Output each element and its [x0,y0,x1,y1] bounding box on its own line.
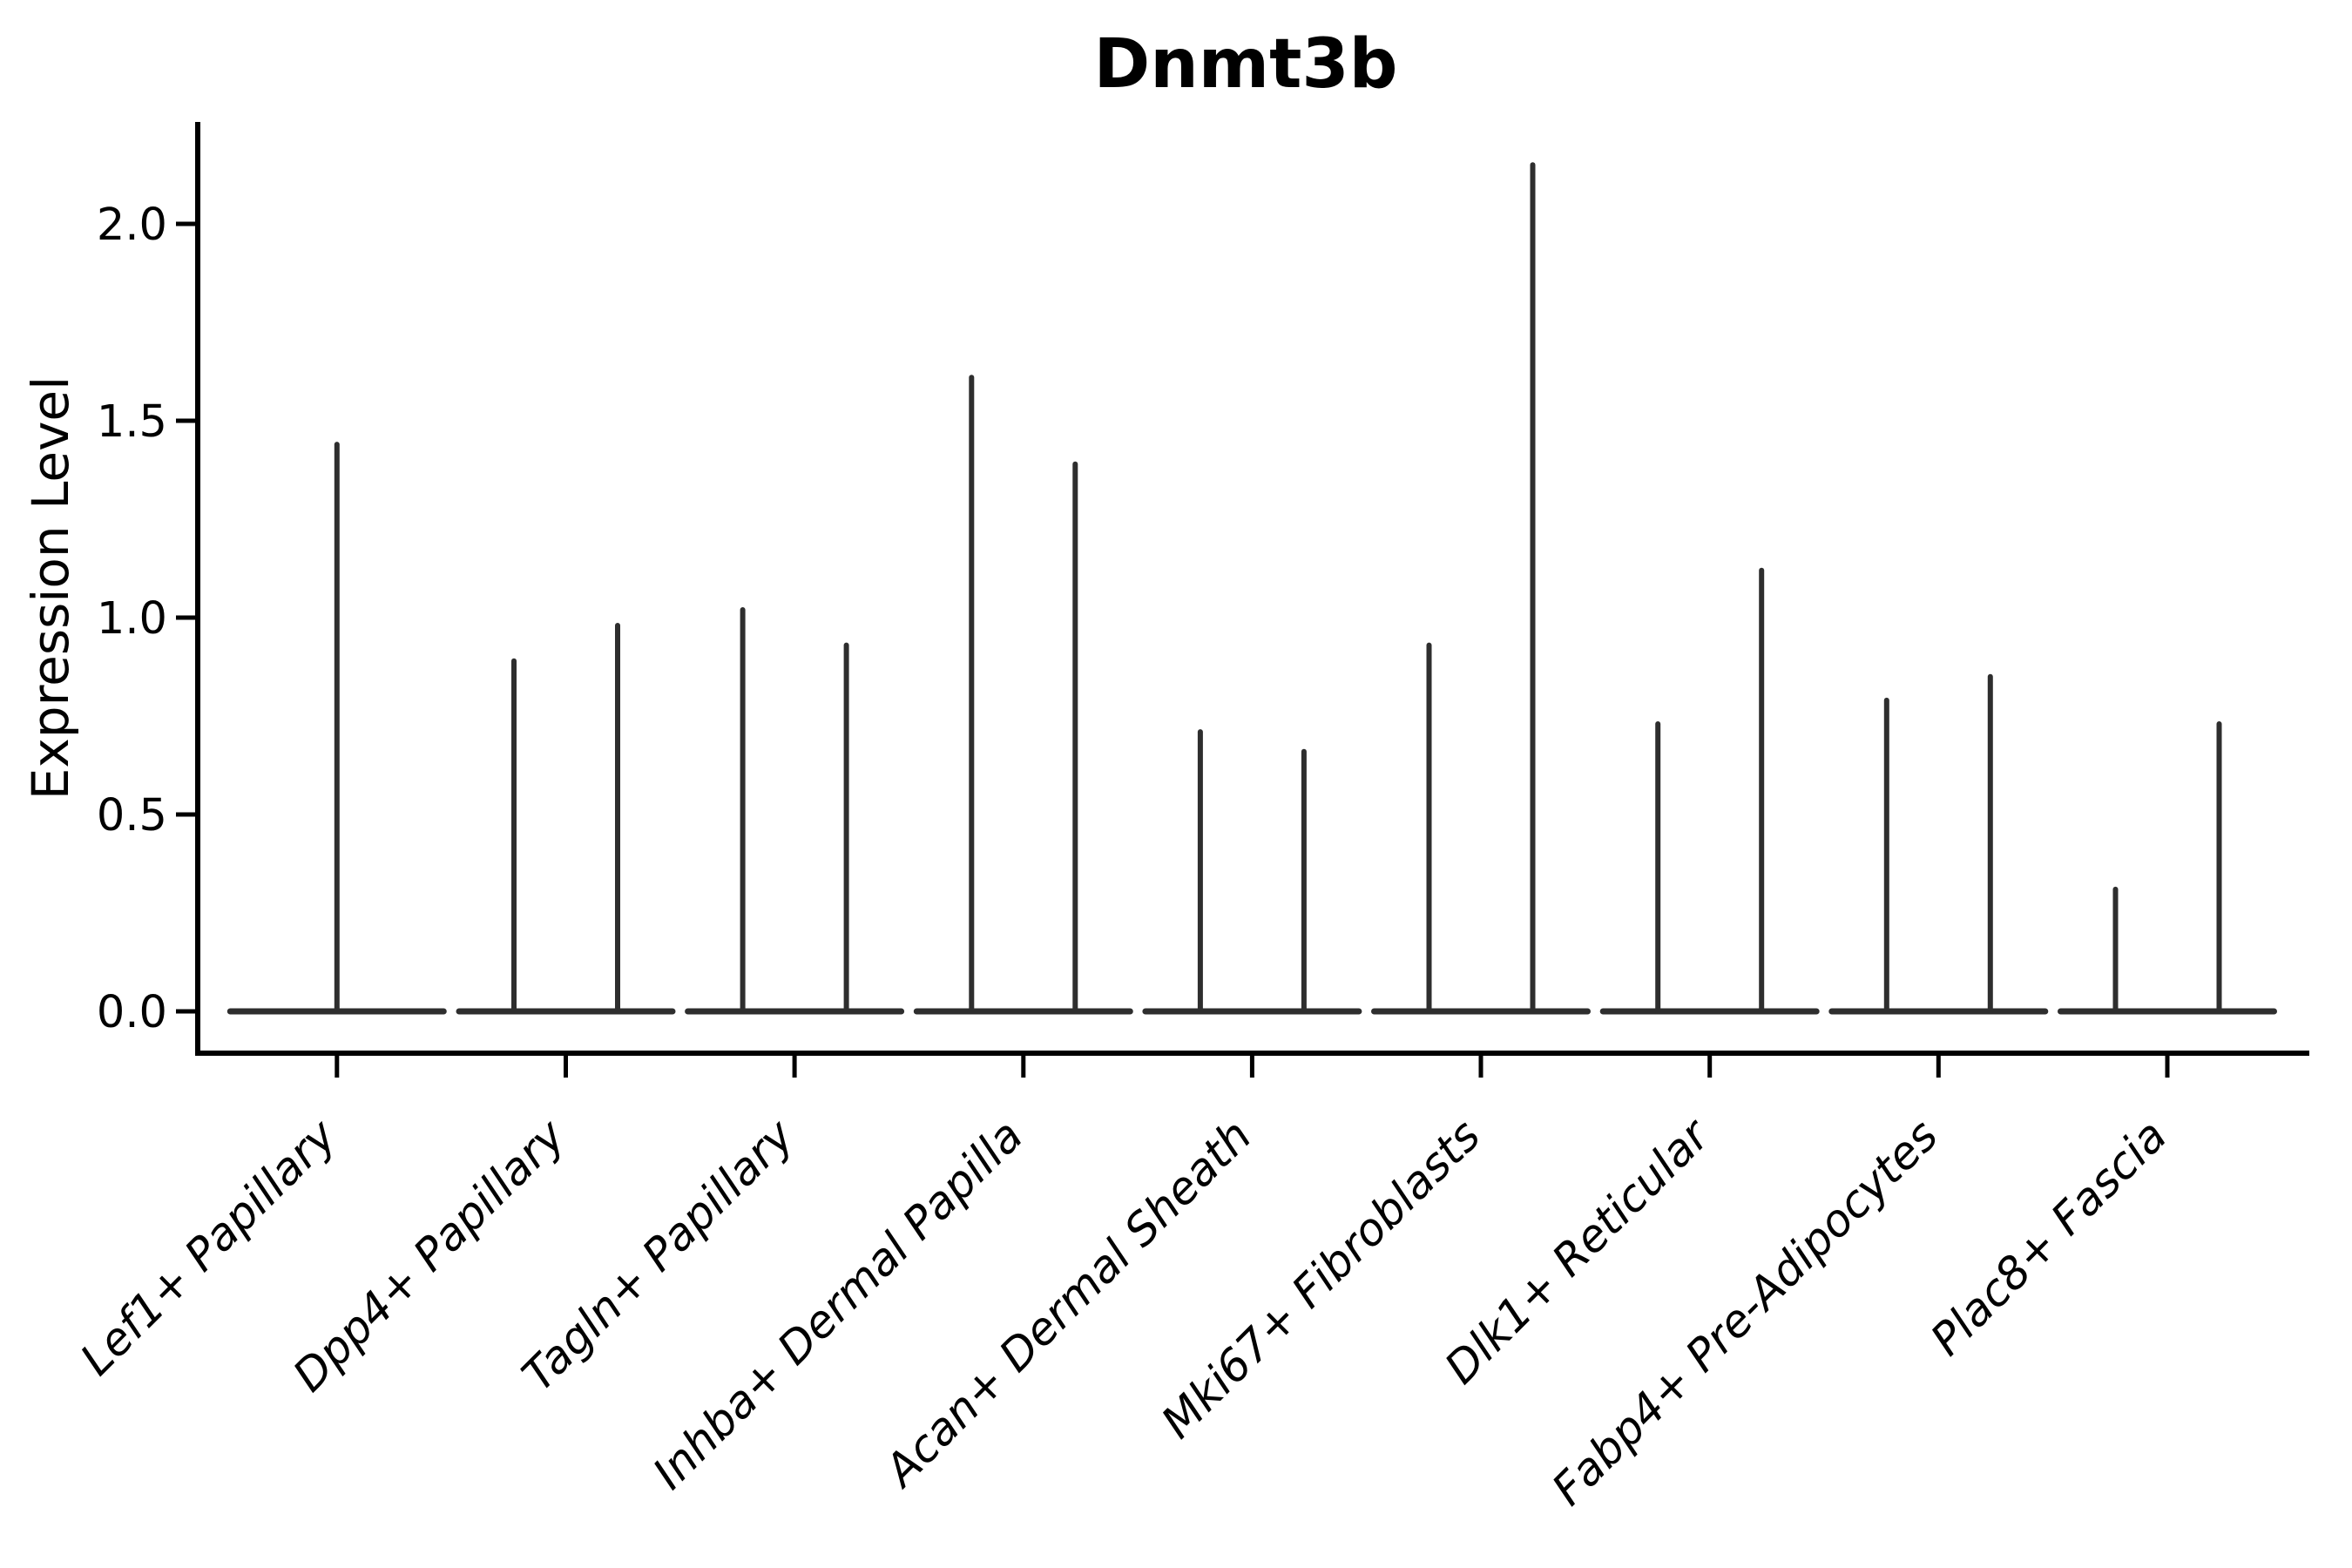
y-tick-label: 0.0 [97,987,167,1038]
x-tick-label: Fabp4+ Pre-Adipocytes [1543,1110,1949,1516]
chart-title: Dnmt3b [1094,25,1398,104]
y-axis-group: 0.0 0.5 1.0 1.5 2.0 [97,199,198,1038]
y-tick-label: 1.5 [97,396,167,448]
x-tick-label: Inhba+ Dermal Papilla [644,1110,1033,1499]
violins-group [226,162,2277,1015]
x-tick-label: Plac8+ Fascia [1922,1110,2178,1366]
x-tick-label: Acan+ Dermal Sheath [874,1110,1261,1497]
y-tick-label: 1.0 [97,593,167,645]
y-axis-label: Expression Level [21,376,80,800]
y-tick-label: 0.5 [97,790,167,841]
y-tick-label: 2.0 [97,199,167,251]
